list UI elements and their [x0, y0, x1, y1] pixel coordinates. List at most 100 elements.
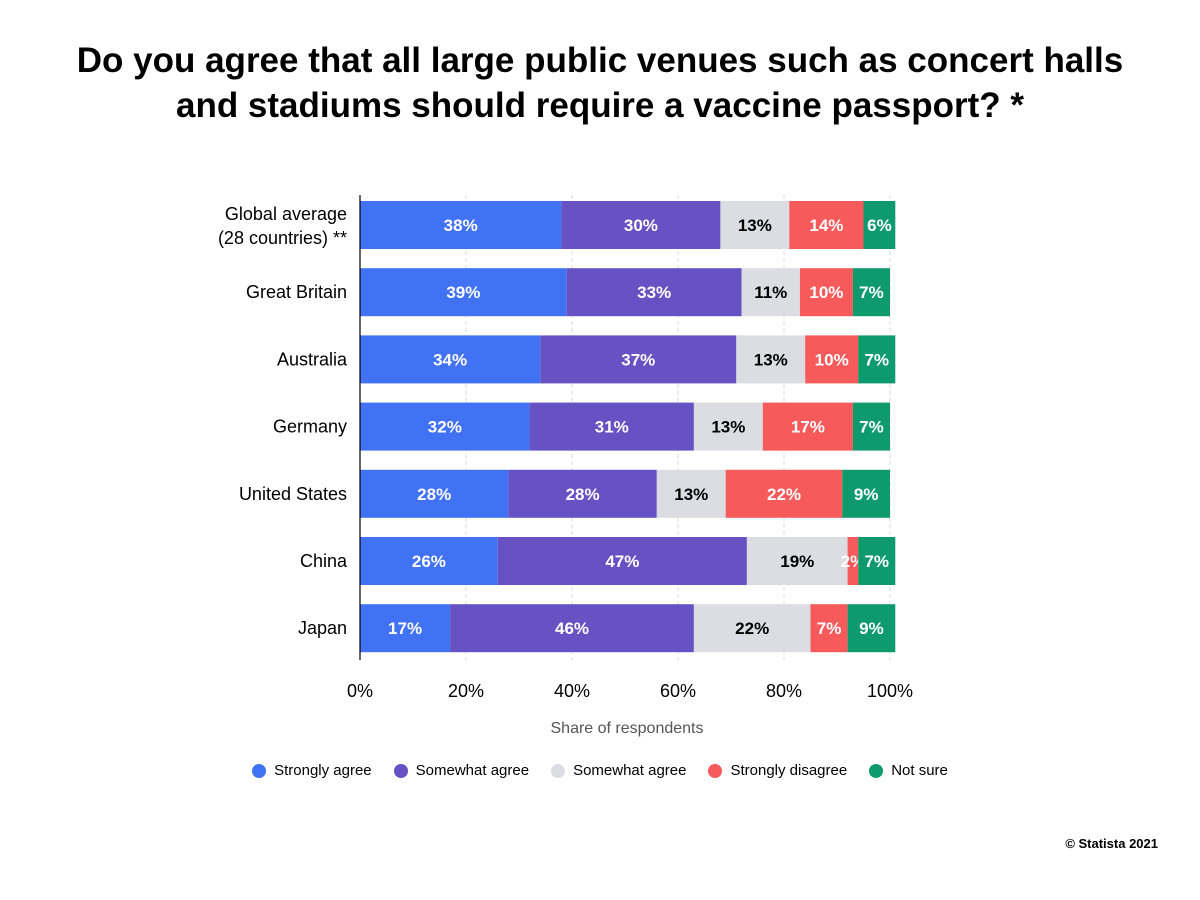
legend: Strongly agree Somewhat agree Somewhat agr… [0, 762, 1200, 779]
category-label: Germany [273, 417, 347, 437]
bar-segment [656, 469, 726, 518]
bar-segment [360, 335, 541, 384]
bar-segment [810, 604, 848, 653]
data-label: 13% [711, 418, 745, 437]
data-label: 28% [566, 485, 600, 504]
chart-title: Do you agree that all large public venue… [0, 38, 1200, 128]
bar-segment [789, 201, 864, 249]
bar-segment [508, 469, 657, 518]
data-label: 7% [859, 418, 884, 437]
bar-segment [746, 537, 848, 585]
legend-item: Somewhat agree [551, 762, 686, 779]
bar-segment [762, 402, 853, 451]
bar-segment [693, 402, 763, 451]
data-label: 6% [867, 216, 892, 235]
data-label: 17% [791, 418, 825, 437]
data-label: 31% [595, 418, 629, 437]
x-axis-title: Share of respondents [551, 720, 704, 737]
x-tick-label: 60% [660, 681, 696, 701]
data-label: 13% [738, 216, 772, 235]
bar-segment [450, 604, 694, 653]
data-label: 47% [605, 552, 639, 571]
bar-segment [720, 201, 790, 249]
data-label: 19% [780, 552, 814, 571]
bar-segment [360, 402, 530, 451]
data-label: 13% [754, 350, 788, 369]
bar-segment [360, 537, 498, 585]
legend-label: Strongly disagree [730, 762, 848, 779]
chart-title-line-1: Do you agree that all large public venue… [76, 41, 1124, 80]
x-tick-label: 40% [554, 681, 590, 701]
bar-segment [741, 268, 800, 317]
bar-segment [842, 469, 890, 518]
x-tick-label: 20% [448, 681, 484, 701]
source-credit: © Statista 2021 [1065, 836, 1158, 851]
bar-segment [805, 335, 859, 384]
data-label: 10% [815, 350, 849, 369]
legend-label: Strongly agree [274, 762, 372, 779]
bar-segment [863, 201, 896, 249]
bar-segment [858, 335, 896, 384]
data-label: 32% [428, 418, 462, 437]
bar-segment [529, 402, 694, 451]
bar-segment [852, 402, 890, 451]
bar-segment [360, 604, 451, 653]
data-label: 13% [674, 485, 708, 504]
bar-segment [799, 268, 853, 317]
legend-marker [708, 763, 723, 778]
legend-marker [393, 763, 408, 778]
x-tick-label: 100% [867, 681, 913, 701]
data-label: 33% [637, 283, 671, 302]
legend-marker [252, 763, 267, 778]
bar-segment [736, 335, 806, 384]
x-tick-label: 80% [766, 681, 802, 701]
category-label: Global average (28 countries) ** [218, 204, 347, 248]
data-label: 26% [412, 552, 446, 571]
legend-item: Somewhat agree [393, 762, 530, 779]
data-label: 9% [854, 485, 879, 504]
data-label: 34% [433, 350, 467, 369]
data-label: 10% [809, 283, 843, 302]
x-tick-label: 0% [347, 681, 373, 701]
data-label: 30% [624, 216, 658, 235]
bar-segment [566, 268, 742, 317]
bar-segment [360, 469, 509, 518]
bar-segment [725, 469, 843, 518]
data-label: 17% [388, 619, 422, 638]
data-label: 11% [754, 283, 787, 302]
data-label: 7% [864, 350, 889, 369]
bar-segment [497, 537, 747, 585]
data-label: 14% [809, 216, 843, 235]
bar-segment [540, 335, 737, 384]
legend-item: Strongly agree [252, 762, 372, 779]
data-label: 9% [859, 619, 884, 638]
data-label: 7% [817, 619, 842, 638]
data-label: 38% [444, 216, 478, 235]
data-label: 7% [859, 283, 884, 302]
category-label: Australia [277, 349, 348, 369]
data-label: 22% [767, 485, 801, 504]
category-label: United States [239, 484, 347, 504]
data-label: 7% [864, 552, 889, 571]
category-label: Japan [298, 618, 347, 638]
bar-segment [561, 201, 721, 249]
data-label: 22% [735, 619, 769, 638]
bar-segment [852, 268, 890, 317]
bar-segment [360, 268, 567, 317]
category-label: China [300, 551, 348, 571]
data-label: 37% [621, 350, 655, 369]
legend-item: Not sure [869, 762, 948, 779]
bar-segment [360, 201, 562, 249]
legend-label: Somewhat agree [573, 762, 687, 779]
bar-segment [858, 537, 896, 585]
legend-item: Strongly disagree [708, 762, 847, 779]
data-label: 46% [555, 619, 589, 638]
bar-segment [847, 604, 896, 653]
category-label: Great Britain [246, 282, 347, 302]
data-label: 28% [417, 485, 451, 504]
data-label: 39% [446, 283, 480, 302]
legend-label: Not sure [891, 762, 948, 779]
bar-segment [847, 537, 859, 585]
legend-label: Somewhat agree [415, 762, 530, 779]
